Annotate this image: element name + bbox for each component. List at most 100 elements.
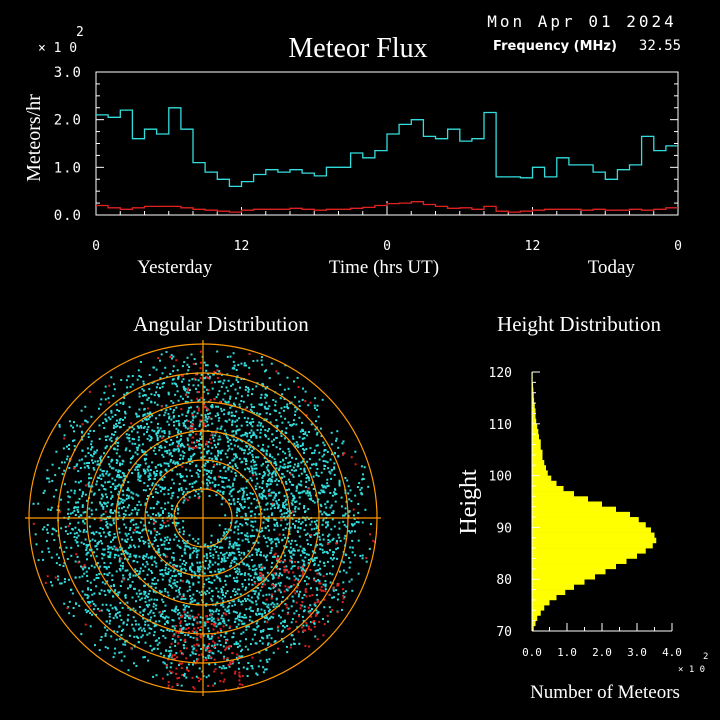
- angular-point: [298, 502, 301, 505]
- angular-point: [143, 457, 146, 460]
- angular-point: [214, 561, 217, 564]
- angular-point-secondary: [324, 590, 327, 593]
- angular-point: [283, 506, 286, 509]
- angular-point: [235, 425, 238, 428]
- angular-point: [277, 480, 280, 482]
- angular-point: [77, 511, 80, 513]
- angular-point: [234, 463, 237, 466]
- angular-point: [187, 458, 190, 461]
- angular-point: [116, 436, 119, 439]
- angular-point: [131, 472, 134, 474]
- angular-point: [227, 411, 230, 414]
- angular-point: [190, 609, 193, 612]
- angular-point: [139, 361, 142, 363]
- angular-point: [184, 545, 187, 548]
- angular-point: [134, 442, 137, 445]
- angular-point: [179, 546, 182, 549]
- angular-point: [115, 469, 118, 472]
- angular-point-secondary: [179, 628, 182, 631]
- angular-point: [235, 544, 238, 547]
- angular-point-secondary: [153, 521, 156, 524]
- angular-point: [174, 584, 177, 587]
- angular-point: [334, 452, 336, 455]
- angular-point: [87, 610, 90, 612]
- angular-point: [267, 445, 270, 448]
- angular-point: [188, 379, 191, 382]
- angular-point-secondary: [84, 623, 87, 626]
- angular-point: [245, 458, 247, 461]
- angular-point: [168, 629, 171, 632]
- angular-point-secondary: [192, 362, 195, 365]
- angular-point: [231, 383, 234, 386]
- angular-point: [255, 642, 258, 645]
- angular-point: [219, 568, 222, 571]
- angular-point: [181, 475, 184, 478]
- angular-point: [211, 406, 214, 409]
- angular-point: [196, 566, 199, 569]
- angular-point: [160, 353, 163, 356]
- angular-point-secondary: [167, 684, 170, 687]
- angular-point: [206, 420, 209, 423]
- flux-scale-base: × 1 0: [38, 41, 77, 56]
- angular-point: [137, 628, 140, 631]
- angular-point: [101, 528, 104, 531]
- angular-point: [101, 552, 104, 555]
- angular-point: [125, 447, 128, 450]
- angular-point: [177, 450, 180, 453]
- angular-point: [72, 615, 75, 617]
- angular-point: [95, 613, 97, 616]
- angular-point: [260, 563, 263, 566]
- angular-point: [187, 411, 189, 414]
- angular-point: [265, 658, 268, 661]
- angular-point: [262, 671, 265, 674]
- angular-point: [235, 379, 238, 382]
- angular-point: [148, 589, 151, 592]
- angular-point: [114, 442, 117, 445]
- angular-point: [100, 484, 103, 487]
- angular-point: [191, 485, 194, 488]
- angular-point: [156, 491, 159, 494]
- flux-point: [428, 135, 431, 137]
- angular-point: [90, 490, 93, 493]
- angular-point-secondary: [192, 686, 195, 689]
- angular-point: [337, 593, 340, 596]
- angular-point: [334, 488, 336, 491]
- flux-point: [343, 208, 346, 210]
- angular-point: [232, 546, 235, 549]
- angular-point: [83, 572, 86, 575]
- angular-point-secondary: [213, 646, 216, 648]
- angular-point: [255, 385, 258, 388]
- angular-point: [158, 449, 161, 452]
- angular-point: [251, 479, 253, 482]
- flux-point: [101, 204, 103, 207]
- angular-point-secondary: [310, 628, 313, 631]
- angular-point: [155, 433, 158, 435]
- angular-point: [282, 458, 285, 461]
- angular-point: [274, 461, 277, 463]
- angular-point: [179, 458, 181, 461]
- angular-point: [207, 634, 209, 637]
- angular-point: [194, 490, 197, 493]
- angular-point: [153, 540, 156, 542]
- angular-point: [300, 472, 303, 475]
- angular-point: [334, 493, 336, 496]
- angular-point: [138, 538, 141, 541]
- angular-point: [272, 616, 275, 619]
- angular-point: [330, 469, 333, 472]
- angular-point: [60, 527, 63, 530]
- angular-point: [247, 518, 249, 521]
- angular-point: [237, 490, 240, 493]
- angular-point: [235, 576, 238, 579]
- angular-point: [151, 429, 154, 432]
- angular-point: [173, 449, 176, 452]
- angular-point: [185, 580, 188, 583]
- angular-point: [173, 597, 175, 600]
- angular-point: [80, 409, 83, 412]
- angular-point: [107, 547, 110, 550]
- angular-point: [233, 477, 236, 480]
- angular-point-secondary: [209, 656, 212, 659]
- angular-point: [246, 598, 249, 601]
- angular-point: [210, 541, 213, 544]
- angular-point: [237, 551, 240, 553]
- angular-point: [123, 396, 126, 399]
